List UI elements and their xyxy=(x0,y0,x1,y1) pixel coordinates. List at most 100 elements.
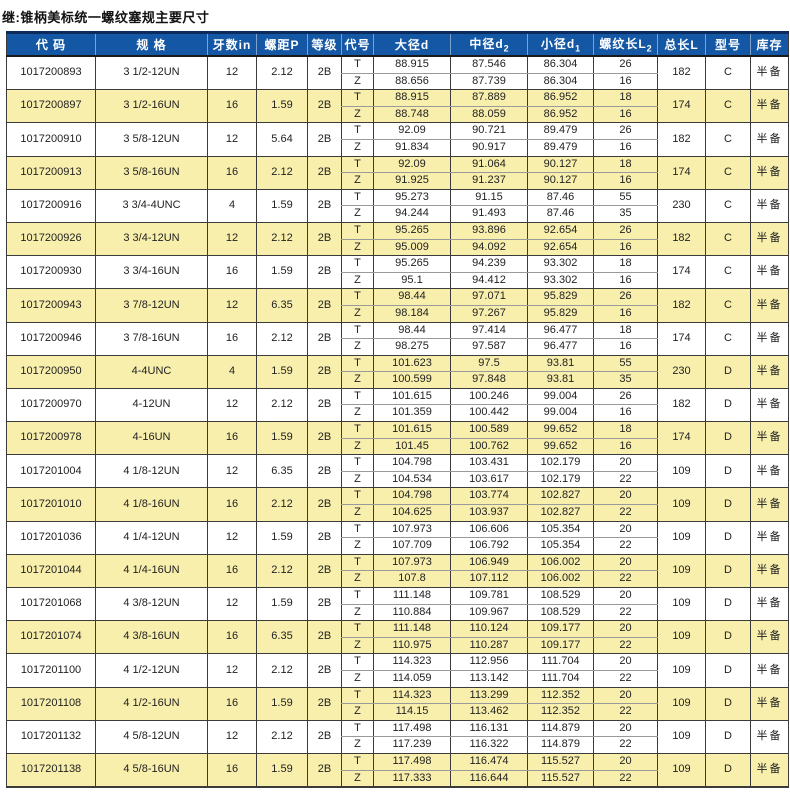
cell-code: 1017200913 xyxy=(6,156,96,190)
cell-model: D xyxy=(705,554,751,589)
cell-code: 1017200946 xyxy=(6,322,96,356)
cell-stock: 半备 xyxy=(750,189,789,223)
cell-major-d: 104.798 xyxy=(373,454,451,472)
cell-minor-d1: 95.829 xyxy=(527,305,594,323)
cell-tz-label: T xyxy=(341,487,374,506)
cell-minor-d1: 86.304 xyxy=(527,73,594,91)
cell-pitch-d2: 103.431 xyxy=(450,454,528,472)
cell-model: D xyxy=(705,620,751,655)
cell-stock: 半备 xyxy=(750,388,789,423)
cell-pitch-d2: 88.059 xyxy=(450,106,528,124)
cell-pitch: 1.59 xyxy=(256,255,308,290)
cell-spec: 4-4UNC xyxy=(95,355,208,389)
cell-tz-label: Z xyxy=(341,305,374,323)
cell-tz-label: T xyxy=(341,222,374,240)
cell-grade: 2B xyxy=(307,687,342,721)
table-row: Z 117.239 116.322 114.879 22 xyxy=(7,736,789,754)
cell-pitch-d2: 116.322 xyxy=(450,736,528,754)
cell-stock: 半备 xyxy=(750,587,789,622)
cell-pitch-d2: 87.739 xyxy=(450,73,528,91)
table-row: 1017200970 4-12UN 12 2.12 2B T 101.615 100.246 9… xyxy=(6,388,789,423)
cell-pitch-d2: 90.917 xyxy=(450,139,528,157)
cell-minor-d1: 112.352 xyxy=(527,703,594,721)
cell-major-d: 88.915 xyxy=(373,56,451,74)
cell-model: D xyxy=(705,753,751,788)
cell-pitch: 6.35 xyxy=(256,288,308,323)
cell-minor-d1: 93.81 xyxy=(527,371,594,389)
cell-thread-len: 55 xyxy=(593,189,658,207)
cell-stock: 半备 xyxy=(750,687,789,721)
cell-pitch-d2: 106.949 xyxy=(450,554,528,572)
table-row: 1017200916 3 3/4-4UNC 4 1.59 2B T 95.273 91.15 8… xyxy=(6,189,789,223)
cell-stock: 半备 xyxy=(750,487,789,522)
cell-stock: 半备 xyxy=(750,89,789,124)
cell-thread-len: 22 xyxy=(593,537,658,555)
table-row: Z 107.8 107.112 106.002 22 xyxy=(7,570,789,588)
column-header-label: 库存 xyxy=(756,38,783,52)
table-row: Z 100.599 97.848 93.81 35 xyxy=(7,371,789,389)
cell-tpi: 16 xyxy=(207,554,257,589)
cell-grade: 2B xyxy=(307,421,342,456)
table-row: Z 114.15 113.462 112.352 22 xyxy=(7,703,789,721)
cell-minor-d1: 90.127 xyxy=(527,156,594,174)
cell-pitch: 2.12 xyxy=(256,56,308,91)
cell-thread-len: 16 xyxy=(593,305,658,323)
cell-total-len: 109 xyxy=(657,753,706,788)
cell-stock: 半备 xyxy=(750,122,789,157)
cell-model: D xyxy=(705,720,751,754)
cell-stock: 半备 xyxy=(750,653,789,688)
cell-pitch-d2: 116.131 xyxy=(450,720,528,738)
cell-minor-d1: 111.704 xyxy=(527,653,594,671)
cell-minor-d1: 92.654 xyxy=(527,222,594,240)
column-header-label: 小径d xyxy=(540,37,576,52)
cell-major-d: 114.323 xyxy=(373,687,451,705)
cell-model: D xyxy=(705,687,751,721)
table-row: 1017200946 3 7/8-16UN 16 2.12 2B T 98.44 97.414… xyxy=(6,322,789,356)
cell-model: C xyxy=(705,189,751,223)
cell-pitch: 2.12 xyxy=(256,222,308,257)
cell-spec: 3 1/2-16UN xyxy=(95,89,208,124)
cell-thread-len: 55 xyxy=(593,355,658,373)
cell-pitch-d2: 91.15 xyxy=(450,189,528,207)
cell-spec: 3 3/4-4UNC xyxy=(95,189,208,223)
cell-pitch: 6.35 xyxy=(256,454,308,489)
cell-tz-label: Z xyxy=(341,770,374,788)
cell-total-len: 174 xyxy=(657,156,706,190)
cell-pitch-d2: 106.792 xyxy=(450,537,528,555)
cell-grade: 2B xyxy=(307,720,342,754)
cell-code: 1017201044 xyxy=(6,554,96,589)
table-row: 1017201100 4 1/2-12UN 12 2.12 2B T 114.323 112.… xyxy=(6,653,789,688)
cell-pitch-d2: 113.299 xyxy=(450,687,528,705)
cell-pitch: 2.12 xyxy=(256,720,308,754)
table-row: Z 101.359 100.442 99.004 16 xyxy=(7,404,789,423)
table-row: Z 95.1 94.412 93.302 16 xyxy=(7,272,789,290)
column-header-label: 螺距P xyxy=(264,38,300,52)
table-row: Z 91.925 91.237 90.127 16 xyxy=(7,172,789,190)
cell-tpi: 12 xyxy=(207,56,257,91)
cell-thread-len: 22 xyxy=(593,670,658,688)
cell-tz-label: T xyxy=(341,587,374,605)
cell-thread-len: 26 xyxy=(593,388,658,406)
cell-tz-label: T xyxy=(341,720,374,738)
cell-major-d: 91.925 xyxy=(373,172,451,190)
column-header-6: 大径d xyxy=(373,31,451,57)
table-row: Z 110.975 110.287 109.177 22 xyxy=(7,637,789,655)
cell-major-d: 117.239 xyxy=(373,736,451,754)
cell-major-d: 104.625 xyxy=(373,504,451,522)
cell-tz-label: Z xyxy=(341,239,374,257)
cell-minor-d1: 115.527 xyxy=(527,770,594,788)
cell-thread-len: 18 xyxy=(593,322,658,340)
table-row: Z 88.656 87.739 86.304 16 xyxy=(7,73,789,91)
cell-code: 1017200916 xyxy=(6,189,96,223)
cell-grade: 2B xyxy=(307,355,342,389)
cell-model: D xyxy=(705,388,751,423)
cell-spec: 3 1/2-12UN xyxy=(95,56,208,91)
cell-thread-len: 16 xyxy=(593,272,658,290)
cell-code: 1017200943 xyxy=(6,288,96,323)
cell-tz-label: Z xyxy=(341,272,374,290)
cell-stock: 半备 xyxy=(750,521,789,555)
cell-model: C xyxy=(705,89,751,124)
cell-thread-len: 20 xyxy=(593,521,658,539)
cell-major-d: 100.599 xyxy=(373,371,451,389)
cell-tz-label: T xyxy=(341,521,374,539)
